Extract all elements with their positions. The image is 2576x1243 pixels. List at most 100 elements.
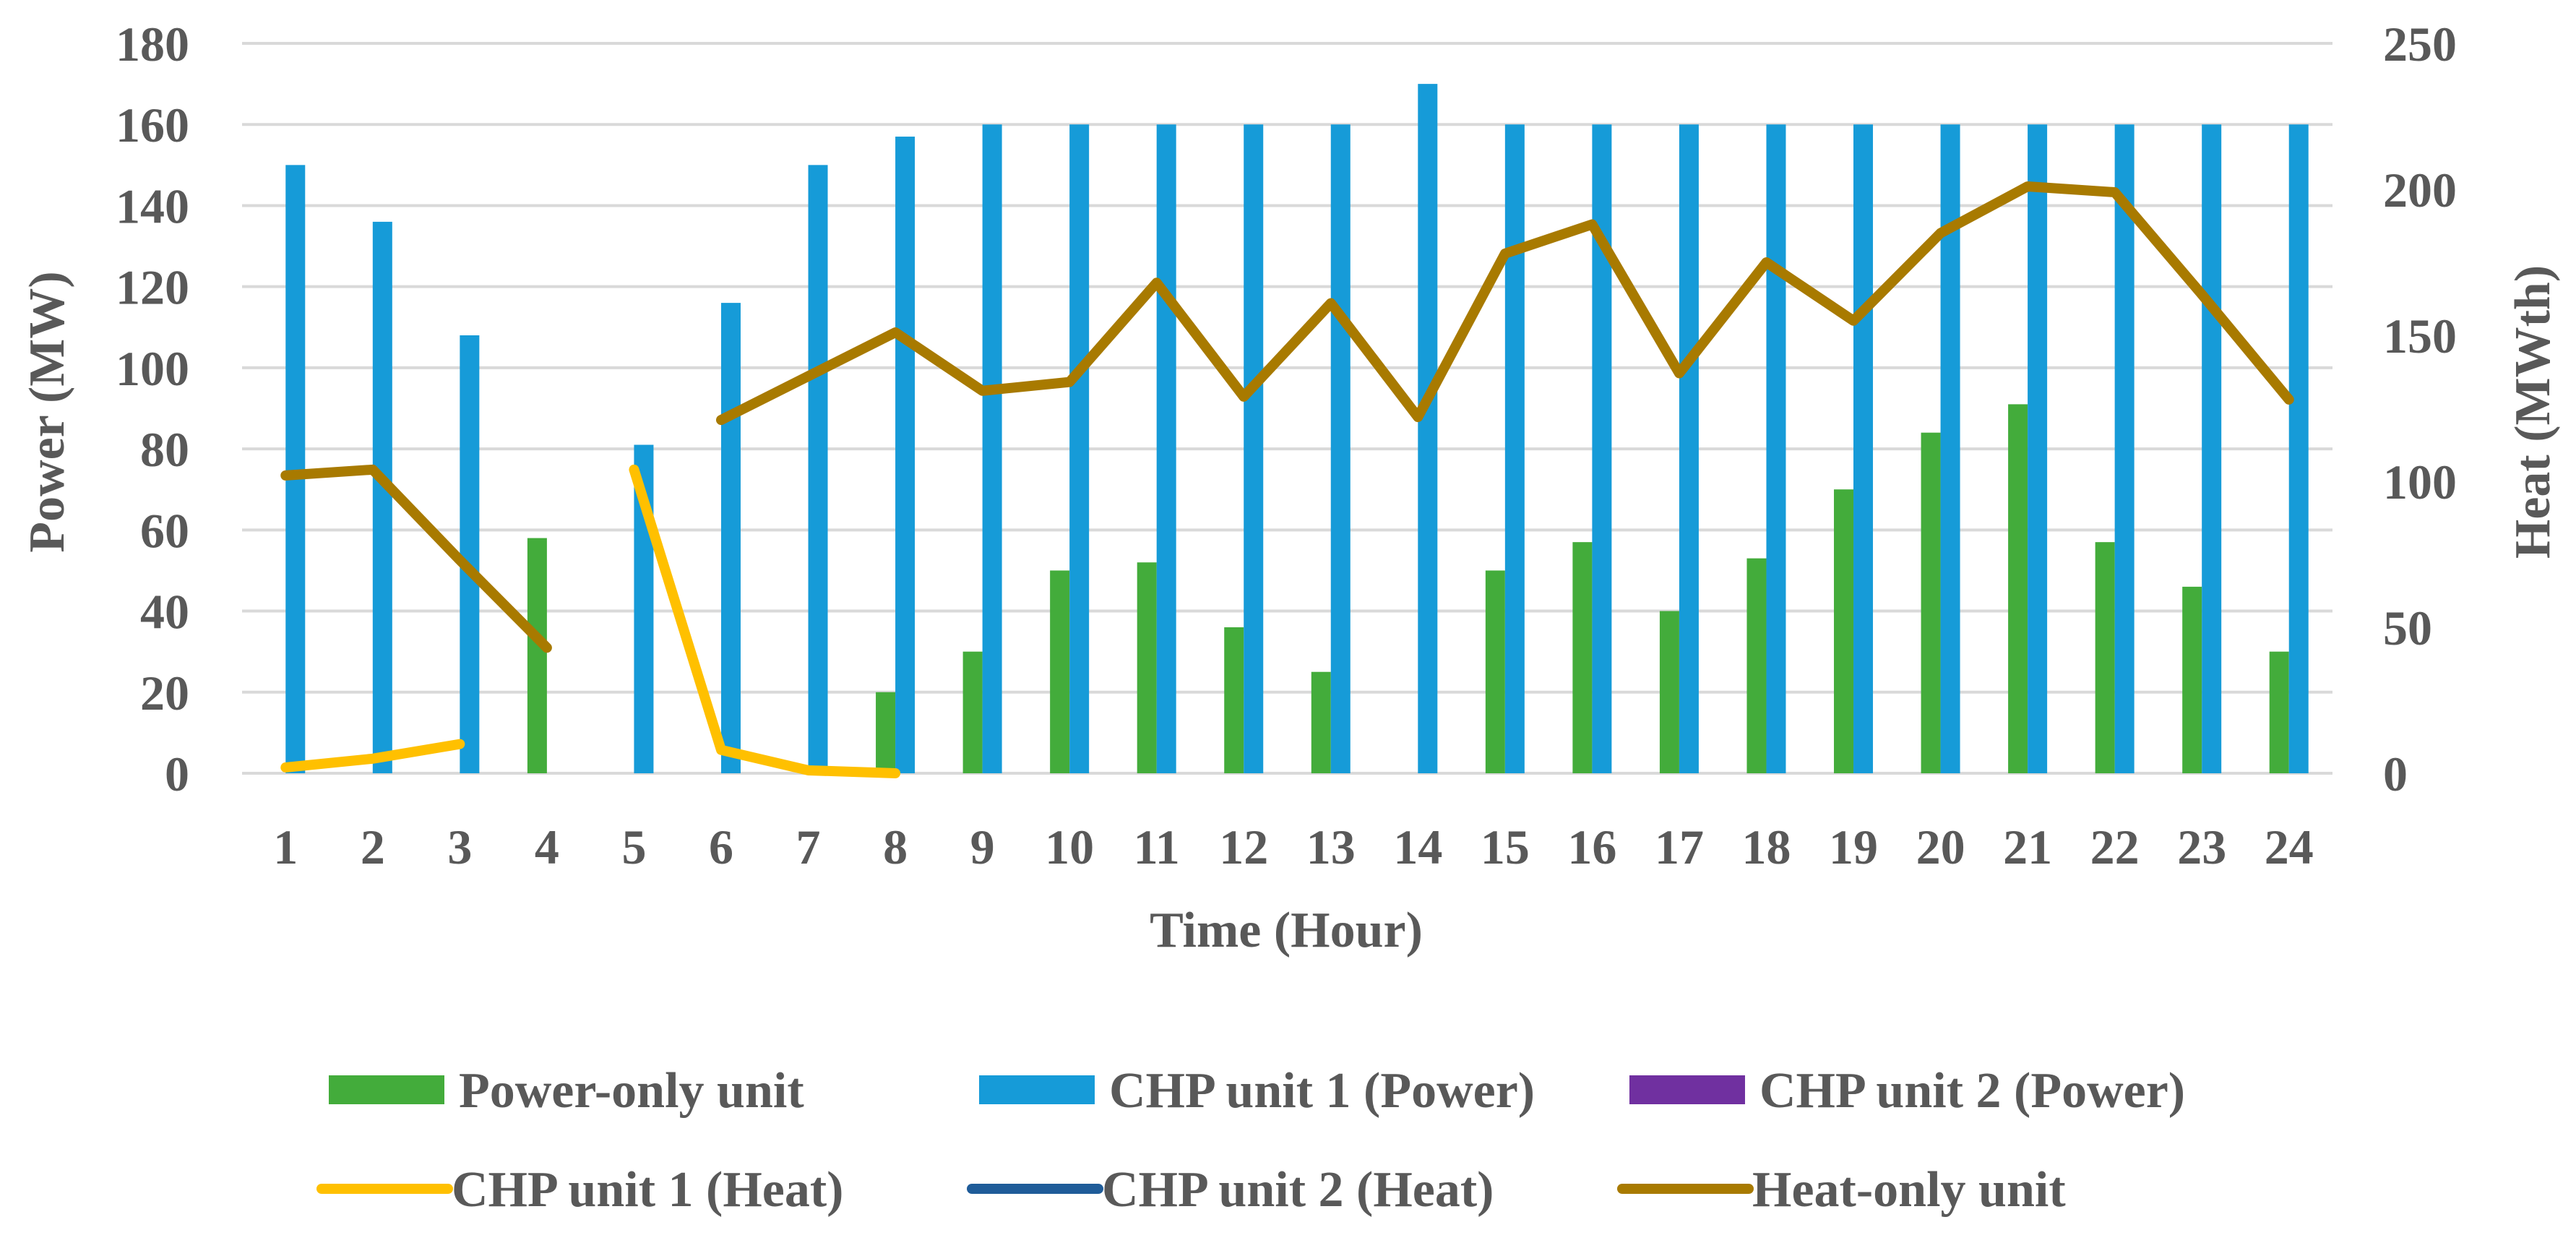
legend-label: Heat-only unit (1752, 1162, 2066, 1218)
lines (280, 181, 2294, 778)
line-chp-unit-1-heat (280, 739, 465, 773)
bar-chp-unit-1-power (1418, 84, 1438, 774)
x-tick-label: 8 (883, 820, 908, 874)
y-tick-label: 100 (116, 341, 189, 396)
x-tick-label: 7 (796, 820, 821, 874)
y2-tick-label: 250 (2383, 17, 2457, 72)
y2-axis-title: Heat (MWth) (2505, 265, 2561, 559)
y-tick-label: 140 (116, 179, 189, 233)
x-tick-label: 15 (1481, 820, 1530, 874)
x-tick-label: 5 (621, 820, 646, 874)
bar-chp-unit-1-power (982, 124, 1002, 773)
bar-power-only-unit (2008, 404, 2028, 773)
bar-chp-unit-1-power (1853, 124, 1874, 773)
bar-power-only-unit (1572, 542, 1593, 773)
legend-label: CHP unit 2 (Heat) (1102, 1162, 1494, 1218)
bar-chp-unit-1-power (1069, 124, 1090, 773)
y-tick-label: 40 (140, 585, 189, 640)
x-tick-label: 6 (709, 820, 733, 874)
bar-chp-unit-1-power (1244, 124, 1264, 773)
line-chp-unit-1-heat (629, 464, 901, 778)
bar-power-only-unit (2095, 542, 2115, 773)
y-tick-label: 120 (116, 260, 189, 315)
y2-tick-label: 100 (2383, 455, 2457, 509)
x-tick-label: 20 (1916, 820, 1965, 874)
bar-chp-unit-1-power (2114, 124, 2135, 773)
x-tick-label: 1 (273, 820, 298, 874)
y-tick-label: 180 (116, 17, 189, 72)
x-tick-label: 17 (1655, 820, 1704, 874)
y-tick-label: 160 (116, 98, 189, 152)
y2-tick-label: 50 (2383, 601, 2432, 655)
x-tick-label: 19 (1829, 820, 1878, 874)
bar-power-only-unit (876, 692, 896, 773)
x-tick-label: 16 (1567, 820, 1616, 874)
x-tick-label: 14 (1393, 820, 1442, 874)
x-axis-title: Time (Hour) (1150, 903, 1423, 958)
x-tick-label: 18 (1741, 820, 1791, 874)
bar-chp-unit-1-power (1330, 124, 1351, 773)
x-tick-label: 3 (447, 820, 472, 874)
bar-chp-unit-1-power (1679, 124, 1699, 773)
x-tick-label: 9 (970, 820, 995, 874)
bar-power-only-unit (1921, 432, 1941, 773)
bar-power-only-unit (962, 651, 983, 773)
legend-swatch (979, 1075, 1095, 1104)
y-tick-label: 0 (165, 747, 189, 801)
bar-power-only-unit (1050, 570, 1070, 773)
bar-chp-unit-1-power (2202, 124, 2222, 773)
x-tick-label: 21 (2003, 820, 2052, 874)
bar-power-only-unit (527, 538, 547, 773)
x-axis-ticks: 1 2 3 4 5 6 7 8 9 10 11 12 13 14 15 16 17 18 19 20 21 22 23 24 (273, 820, 2313, 874)
legend-label: Power-only unit (459, 1063, 804, 1119)
y2-tick-label: 150 (2383, 309, 2457, 364)
x-tick-label: 22 (2090, 820, 2140, 874)
legend-label: CHP unit 2 (Power) (1759, 1063, 2185, 1119)
bar-chp-unit-1-power (372, 221, 392, 773)
x-tick-label: 24 (2265, 820, 2314, 874)
legend-swatch (329, 1075, 444, 1104)
bar-power-only-unit (1659, 611, 1679, 773)
bar-power-only-unit (1137, 562, 1157, 773)
bars (285, 84, 2309, 774)
line-heat-only-unit (715, 181, 2294, 426)
bar-chp-unit-1-power (1766, 124, 1786, 773)
bar-power-only-unit (1746, 558, 1767, 773)
bar-power-only-unit (2269, 651, 2289, 773)
y-axis-ticks: 0 20 40 60 80 100 120 140 160 180 (116, 17, 189, 801)
bar-power-only-unit (1311, 671, 1331, 773)
y-axis-title: Power (MW) (20, 271, 75, 552)
gridlines (242, 42, 2332, 775)
x-tick-label: 12 (1219, 820, 1268, 874)
y2-tick-label: 0 (2383, 747, 2408, 801)
x-tick-label: 10 (1045, 820, 1094, 874)
y-tick-label: 60 (140, 503, 189, 558)
legend-swatch (1629, 1075, 1745, 1104)
legend-label: CHP unit 1 (Power) (1109, 1063, 1535, 1119)
legend-label: CHP unit 1 (Heat) (452, 1162, 843, 1218)
y-tick-label: 80 (140, 422, 189, 477)
bar-chp-unit-1-power (720, 303, 741, 774)
bar-chp-unit-1-power (2288, 124, 2309, 773)
bar-chp-unit-1-power (1504, 124, 1525, 773)
y2-axis-ticks: 0 50 100 150 200 250 (2383, 17, 2457, 801)
x-tick-label: 23 (2177, 820, 2226, 874)
x-tick-label: 11 (1134, 820, 1180, 874)
bar-chp-unit-1-power (460, 335, 480, 773)
y2-tick-label: 200 (2383, 163, 2457, 218)
x-tick-label: 13 (1306, 820, 1356, 874)
bar-power-only-unit (1224, 627, 1244, 773)
bar-chp-unit-1-power (2028, 124, 2048, 773)
x-tick-label: 4 (535, 820, 559, 874)
line-heat-only-unit (280, 464, 552, 653)
y-tick-label: 20 (140, 666, 189, 721)
bar-power-only-unit (1834, 489, 1854, 773)
bar-power-only-unit (2182, 586, 2202, 773)
legend: Power-only unit CHP unit 1 (Power) CHP uni… (316, 1063, 2185, 1218)
bar-chp-unit-1-power (808, 165, 828, 774)
x-tick-label: 2 (361, 820, 385, 874)
bar-chp-unit-1-power (285, 165, 306, 774)
bar-chp-unit-1-power (1156, 124, 1176, 773)
bar-chp-unit-1-power (895, 137, 916, 774)
